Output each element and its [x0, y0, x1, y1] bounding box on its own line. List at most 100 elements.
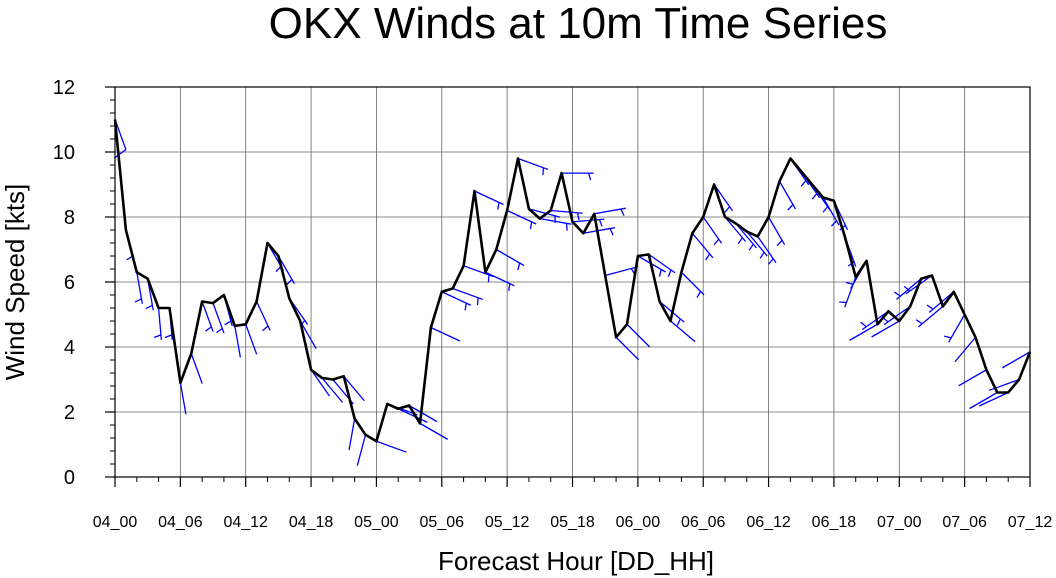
barb-half-feather: [576, 212, 580, 221]
barb-shaft: [648, 253, 676, 274]
barb-shaft: [861, 310, 889, 331]
barb-shaft: [321, 377, 344, 403]
barb-shaft: [572, 218, 605, 223]
barb-shaft: [356, 434, 367, 466]
data-point: [876, 323, 879, 325]
y-tick-label: 10: [53, 142, 75, 164]
wind-barb: [190, 353, 203, 384]
barb-shaft: [201, 301, 214, 332]
x-tick-label: 06_18: [812, 514, 857, 531]
data-point: [953, 291, 955, 293]
wind-barb: [321, 377, 344, 403]
wind-barb: [441, 291, 472, 311]
barb-half-feather: [676, 318, 681, 326]
x-tick-label: 04_00: [93, 514, 138, 531]
data-point: [201, 300, 203, 303]
x-tick-label: 04_06: [158, 514, 203, 531]
barb-shaft: [430, 326, 461, 342]
x-tick-label: 06_12: [746, 514, 791, 531]
wind-barb: [583, 227, 616, 236]
data-point: [343, 375, 345, 377]
barb-half-feather: [705, 253, 711, 261]
data-point: [713, 183, 715, 186]
y-tick-label: 8: [64, 207, 75, 229]
barb-half-feather: [831, 220, 838, 227]
barb-half-feather: [145, 304, 153, 310]
data-point: [833, 200, 835, 202]
data-point: [866, 260, 868, 262]
data-point: [974, 336, 977, 338]
data-point: [397, 408, 399, 410]
barb-half-feather: [845, 281, 854, 285]
barb-shaft: [234, 325, 242, 358]
data-point: [441, 291, 443, 293]
data-point: [245, 323, 247, 325]
data-point: [266, 242, 269, 244]
chart-title: OKX Winds at 10m Time Series: [269, 0, 888, 48]
barb-half-feather: [134, 298, 142, 303]
data-point: [985, 369, 988, 371]
barb-shaft: [958, 369, 987, 387]
y-axis-ticks: 0 2 4 6 8 10 12: [53, 77, 115, 489]
data-point: [495, 248, 497, 251]
barb-half-feather: [476, 297, 479, 306]
barb-shaft: [474, 190, 504, 206]
data-point: [528, 208, 530, 210]
data-point: [1018, 378, 1020, 381]
barb-half-feather: [262, 325, 269, 332]
wind-barb: [234, 325, 242, 358]
barb-shaft: [948, 314, 966, 343]
barb-half-feather: [620, 208, 625, 216]
barb-half-feather: [542, 167, 545, 176]
barb-shaft: [724, 216, 747, 242]
barb-half-feather: [893, 291, 901, 297]
barb-half-feather: [164, 334, 173, 339]
data-point: [190, 352, 192, 355]
y-tick-label: 12: [53, 77, 75, 99]
data-point: [757, 235, 759, 238]
barb-shaft: [1001, 351, 1031, 369]
wind-barb: [735, 223, 757, 251]
barb-shaft: [506, 209, 537, 225]
barb-half-feather: [508, 283, 511, 291]
barb-half-feather: [464, 303, 467, 311]
wind-barb: [113, 119, 127, 159]
barb-shaft: [179, 382, 187, 415]
wind-barb: [179, 382, 187, 415]
wind-barb: [778, 180, 797, 211]
data-point: [582, 232, 584, 234]
barb-shaft: [969, 391, 998, 410]
data-point: [256, 300, 258, 303]
x-tick-label: 04_18: [289, 514, 334, 531]
data-point: [855, 276, 857, 278]
barb-shaft: [485, 271, 515, 287]
barb-feather: [113, 149, 127, 159]
data-point: [430, 326, 432, 329]
data-point: [691, 232, 693, 234]
wind-barb: [201, 301, 214, 332]
data-point: [452, 287, 454, 290]
data-point: [898, 320, 900, 322]
data-point: [462, 265, 465, 267]
wind-barb: [768, 216, 786, 247]
x-tick-label: 05_00: [354, 514, 399, 531]
barb-half-feather: [497, 202, 500, 210]
x-axis-label: Forecast Hour [DD_HH]: [438, 546, 714, 576]
barb-half-feather: [529, 221, 533, 230]
data-point: [1007, 391, 1009, 394]
barb-half-feather: [776, 239, 783, 247]
data-point: [942, 305, 944, 307]
wind-barb: [343, 375, 365, 402]
wind-barb: [561, 172, 594, 181]
data-point: [506, 209, 508, 212]
barb-half-feather: [153, 334, 162, 339]
wind-barb: [376, 440, 407, 453]
barb-half-feather: [903, 285, 911, 292]
data-point: [223, 294, 225, 296]
barb-half-feather: [667, 269, 672, 277]
data-point: [604, 274, 606, 277]
x-tick-label: 06_06: [681, 514, 726, 531]
data-point: [669, 320, 672, 322]
x-tick-label: 07_12: [1008, 514, 1053, 531]
barb-shaft: [691, 232, 714, 259]
